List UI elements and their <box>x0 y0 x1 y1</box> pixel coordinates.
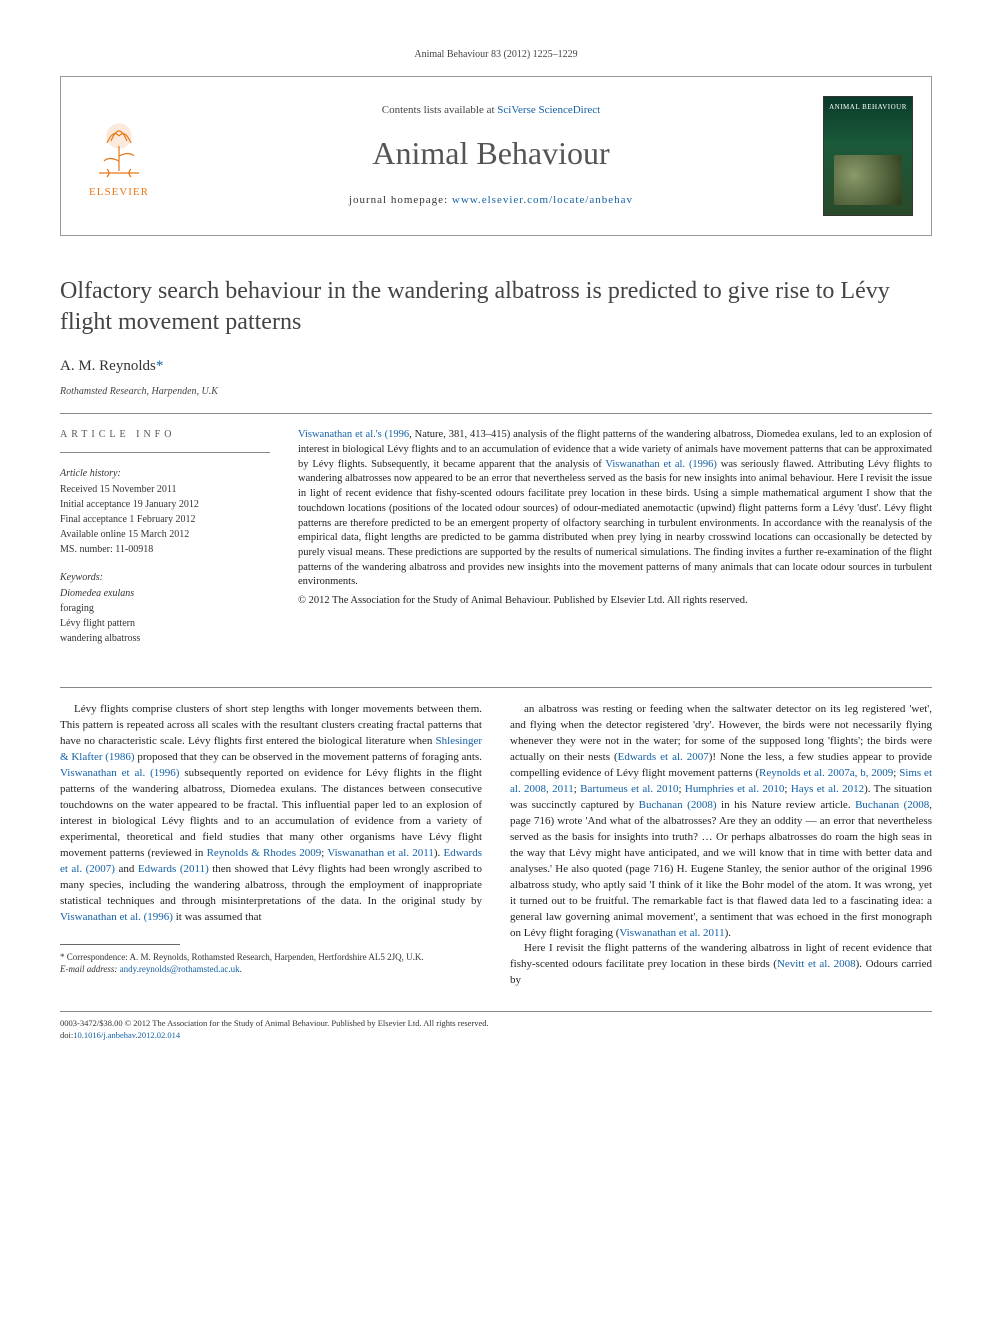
elsevier-logo: ELSEVIER <box>79 106 159 206</box>
history-line: Available online 15 March 2012 <box>60 528 270 542</box>
abstract-text: was seriously flawed. Attributing Lévy f… <box>298 459 932 588</box>
citation-link[interactable]: Viswanathan et al. (1996) <box>60 767 179 779</box>
citation-link[interactable]: Humphries et al. 2010 <box>685 783 785 795</box>
citation-link[interactable]: Hays et al. 2012 <box>791 783 864 795</box>
citation-link[interactable]: Viswanathan et al. 2011 <box>327 847 434 859</box>
keyword: wandering albatross <box>60 632 270 646</box>
citation-link[interactable]: Viswanathan et al. 2011 <box>619 927 724 939</box>
history-line: MS. number: 11-00918 <box>60 543 270 557</box>
corr-label: * Correspondence: <box>60 952 129 962</box>
affiliation: Rothamsted Research, Harpenden, U.K <box>60 385 932 399</box>
author-line: A. M. Reynolds* <box>60 356 932 377</box>
email-label: E-mail address: <box>60 964 120 974</box>
body-text: proposed that they can be observed in th… <box>135 751 482 763</box>
divider-icon <box>60 452 270 453</box>
email-suffix: . <box>240 964 242 974</box>
doi-link[interactable]: 10.1016/j.anbehav.2012.02.014 <box>73 1030 180 1040</box>
elsevier-tree-icon <box>89 111 149 181</box>
body-text: it was assumed that <box>173 911 262 923</box>
citation-link[interactable]: Buchanan (2008 <box>855 799 929 811</box>
body-text: , page 716) wrote 'And what of the albat… <box>510 799 932 939</box>
footnote-divider-icon <box>60 944 180 945</box>
citation-link[interactable]: Nevitt et al. 2008 <box>777 958 856 970</box>
body-paragraph: an albatross was resting or feeding when… <box>510 702 932 941</box>
publisher-name: ELSEVIER <box>89 185 149 200</box>
citation-link[interactable]: Viswanathan et al.'s (1996 <box>298 429 409 440</box>
keywords-label: Keywords: <box>60 571 270 585</box>
cover-title: ANIMAL BEHAVIOUR <box>824 97 912 113</box>
history-line: Final acceptance 1 February 2012 <box>60 513 270 527</box>
corr-text: A. M. Reynolds, Rothamsted Research, Har… <box>129 952 423 962</box>
copyright-line: © 2012 The Association for the Study of … <box>298 594 932 609</box>
history-label: Article history: <box>60 467 270 481</box>
body-text: subsequently reported on evidence for Lé… <box>60 767 482 859</box>
sciencedirect-link[interactable]: SciVerse ScienceDirect <box>497 104 600 116</box>
body-paragraph: Lévy flights comprise clusters of short … <box>60 702 482 925</box>
keyword: Diomedea exulans <box>60 587 270 601</box>
keyword: Lévy flight pattern <box>60 617 270 631</box>
body-text: and <box>115 863 138 875</box>
email-link[interactable]: andy.reynolds@rothamsted.ac.uk <box>120 964 240 974</box>
journal-name: Animal Behaviour <box>177 131 805 176</box>
contents-line: Contents lists available at SciVerse Sci… <box>177 103 805 118</box>
journal-cover-thumbnail: ANIMAL BEHAVIOUR <box>823 96 913 216</box>
body-text: Lévy flights comprise clusters of short … <box>60 702 932 989</box>
article-info-heading: ARTICLE INFO <box>60 428 270 442</box>
article-info: ARTICLE INFO Article history: Received 1… <box>60 428 270 647</box>
top-citation: Animal Behaviour 83 (2012) 1225–1229 <box>60 48 932 62</box>
author-name: A. M. Reynolds <box>60 358 156 374</box>
citation-link[interactable]: Reynolds & Rhodes 2009 <box>207 847 322 859</box>
issn-copyright: 0003-3472/$38.00 © 2012 The Association … <box>60 1018 932 1030</box>
footer-meta: 0003-3472/$38.00 © 2012 The Association … <box>60 1018 932 1042</box>
correspondence-footnote: * Correspondence: A. M. Reynolds, Rotham… <box>60 951 482 975</box>
history-line: Initial acceptance 19 January 2012 <box>60 498 270 512</box>
citation-link[interactable]: Bartumeus et al. 2010 <box>580 783 678 795</box>
citation-link[interactable]: Edwards (2011) <box>138 863 209 875</box>
keyword: foraging <box>60 602 270 616</box>
citation-link[interactable]: Reynolds et al. 2007a, b, 2009 <box>759 767 893 779</box>
body-paragraph: Here I revisit the flight patterns of th… <box>510 941 932 989</box>
divider-icon <box>60 1011 932 1012</box>
citation-link[interactable]: Buchanan (2008) <box>639 799 717 811</box>
author-corr-marker[interactable]: * <box>156 358 164 374</box>
article-title: Olfactory search behaviour in the wander… <box>60 276 932 338</box>
homepage-prefix: journal homepage: <box>349 194 452 206</box>
body-text: in his Nature review article. <box>717 799 856 811</box>
body-text: ). <box>725 927 731 939</box>
citation-link[interactable]: Viswanathan et al. (1996) <box>605 459 717 470</box>
citation-link[interactable]: Edwards et al. 2007 <box>618 751 709 763</box>
doi-prefix: doi: <box>60 1030 73 1040</box>
divider-icon <box>60 413 932 414</box>
homepage-line: journal homepage: www.elsevier.com/locat… <box>177 193 805 208</box>
abstract: Viswanathan et al.'s (1996, Nature, 381,… <box>298 428 932 647</box>
cover-image-icon <box>834 155 902 205</box>
contents-prefix: Contents lists available at <box>382 104 497 116</box>
divider-icon <box>60 687 932 688</box>
body-text: Lévy flights comprise clusters of short … <box>60 703 482 747</box>
journal-header: ELSEVIER Contents lists available at Sci… <box>60 76 932 236</box>
history-line: Received 15 November 2011 <box>60 483 270 497</box>
citation-link[interactable]: Viswanathan et al. (1996) <box>60 911 173 923</box>
homepage-link[interactable]: www.elsevier.com/locate/anbehav <box>452 194 633 206</box>
